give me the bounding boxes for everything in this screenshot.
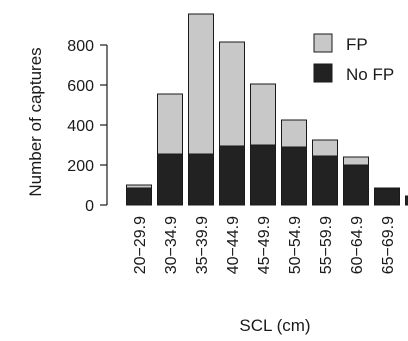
bar-no-fp-3 <box>188 153 214 206</box>
bar-fp-1 <box>126 184 152 189</box>
bar-no-fp-4 <box>219 145 245 206</box>
x-tick-label: 65−69.9 <box>380 216 397 274</box>
bar-no-fp-9 <box>374 188 400 206</box>
x-tick-label: 20−29.9 <box>132 216 149 274</box>
bar-no-fp-10 <box>405 195 408 206</box>
y-tick-label: 200 <box>67 158 94 175</box>
legend-label-no-fp: No FP <box>346 65 394 84</box>
bar-no-fp-7 <box>312 155 338 206</box>
y-axis-title: Number of captures <box>26 47 45 196</box>
x-tick-label: 45−49.9 <box>256 216 273 274</box>
x-tick-label: 30−34.9 <box>163 216 180 274</box>
y-tick-label: 600 <box>67 78 94 95</box>
bar-no-fp-6 <box>281 146 307 206</box>
x-tick-label: 40−44.9 <box>225 216 242 274</box>
bar-fp-6 <box>281 119 307 148</box>
legend-swatch-no-fp <box>313 63 333 83</box>
legend-label-fp: FP <box>346 35 368 54</box>
x-tick-label: 35−39.9 <box>194 216 211 274</box>
x-axis: 20−29.9 30−34.9 35−39.9 40−44.9 45−49.9 50−54… <box>132 216 397 274</box>
bar-fp-2 <box>157 93 183 155</box>
x-tick-label: 50−54.9 <box>287 216 304 274</box>
bar-no-fp-1 <box>126 187 152 206</box>
bar-no-fp-2 <box>157 153 183 206</box>
bar-area <box>126 13 408 206</box>
bar-fp-4 <box>219 41 245 147</box>
x-axis-title: SCL (cm) <box>239 316 310 335</box>
bar-fp-5 <box>250 83 276 146</box>
x-tick-label: 60−64.9 <box>349 216 366 274</box>
x-tick-label: 55−59.9 <box>318 216 335 274</box>
bar-fp-9 <box>374 187 400 190</box>
legend: FP No FP <box>313 33 394 84</box>
bar-fp-3 <box>188 13 214 155</box>
y-axis: 0 200 400 600 800 <box>67 38 108 215</box>
bar-fp-8 <box>343 156 369 166</box>
y-tick-label: 400 <box>67 118 94 135</box>
bar-fp-7 <box>312 139 338 157</box>
bar-no-fp-5 <box>250 144 276 206</box>
y-tick-label: 0 <box>85 198 94 215</box>
y-tick-label: 800 <box>67 38 94 55</box>
legend-swatch-fp <box>313 33 333 53</box>
bar-no-fp-8 <box>343 164 369 206</box>
